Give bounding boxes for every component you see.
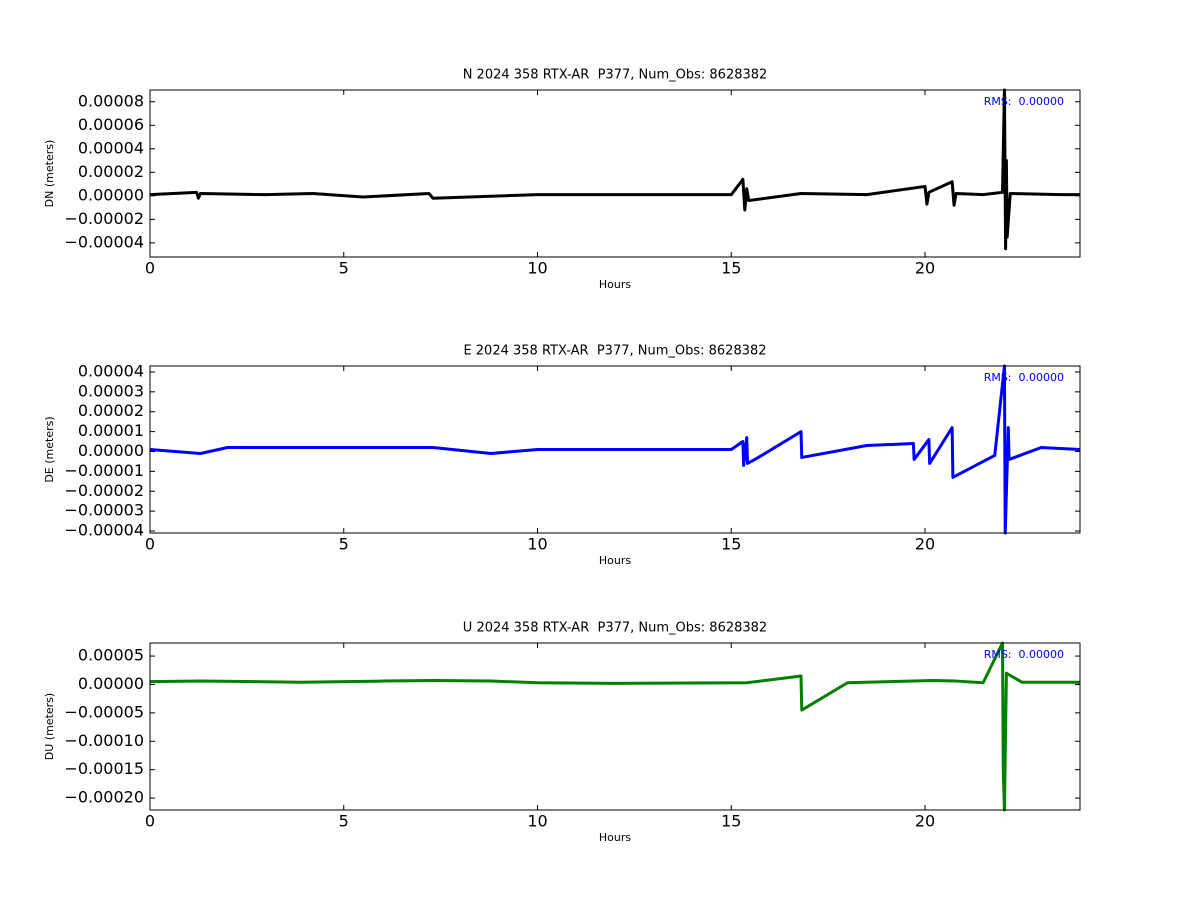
x-tick-label: 0 <box>145 812 155 831</box>
rms-annotation: RMS: 0.00000 <box>984 95 1064 108</box>
y-tick-label: 0.00004 <box>78 138 144 157</box>
y-tick-label: −0.00020 <box>64 788 144 807</box>
y-tick-label: 0.00004 <box>78 361 144 380</box>
x-tick-label: 5 <box>339 812 349 831</box>
x-tick-label: 20 <box>915 259 935 278</box>
y-tick-label: 0.00001 <box>78 421 144 440</box>
x-tick-label: 10 <box>527 259 547 278</box>
x-axis-label: Hours <box>599 278 631 291</box>
y-tick-label: 0.00005 <box>78 646 144 665</box>
y-tick-label: −0.00004 <box>64 232 144 251</box>
panel-title: E 2024 358 RTX-AR P377, Num_Obs: 8628382 <box>463 344 766 359</box>
panel-title: N 2024 358 RTX-AR P377, Num_Obs: 8628382 <box>463 68 768 83</box>
axes-frame <box>149 365 1081 534</box>
x-axis-label: Hours <box>599 831 631 844</box>
y-tick-label: 0.00003 <box>78 381 144 400</box>
x-tick-label: 15 <box>721 259 741 278</box>
data-line <box>149 641 1080 812</box>
rms-annotation: RMS: 0.00000 <box>984 648 1064 661</box>
y-axis-label: DU (meters) <box>43 693 56 760</box>
x-tick-label: 0 <box>145 535 155 554</box>
data-line <box>149 88 1080 251</box>
panel-title: U 2024 358 RTX-AR P377, Num_Obs: 8628382 <box>463 621 767 636</box>
y-tick-label: −0.00002 <box>64 209 144 228</box>
y-tick-label: 0.00008 <box>78 91 144 110</box>
y-axis-label: DN (meters) <box>43 140 56 208</box>
rms-annotation: RMS: 0.00000 <box>984 371 1064 384</box>
axes-frame <box>149 642 1081 811</box>
y-tick-label: −0.00004 <box>64 521 144 540</box>
x-tick-label: 15 <box>721 535 741 554</box>
y-tick-label: −0.00002 <box>64 481 144 500</box>
y-tick-label: −0.00005 <box>64 702 144 721</box>
y-tick-label: −0.00001 <box>64 461 144 480</box>
x-tick-label: 10 <box>527 535 547 554</box>
y-tick-label: 0.00006 <box>78 115 144 134</box>
y-tick-label: −0.00003 <box>64 501 144 520</box>
x-axis-label: Hours <box>599 554 631 567</box>
x-tick-label: 20 <box>915 812 935 831</box>
y-tick-label: 0.00000 <box>78 441 144 460</box>
y-tick-label: 0.00002 <box>78 401 144 420</box>
x-tick-label: 5 <box>339 535 349 554</box>
x-tick-label: 0 <box>145 259 155 278</box>
x-tick-label: 15 <box>721 812 741 831</box>
y-tick-label: 0.00000 <box>78 674 144 693</box>
y-tick-label: 0.00000 <box>78 185 144 204</box>
x-tick-label: 20 <box>915 535 935 554</box>
y-tick-label: −0.00010 <box>64 731 144 750</box>
y-tick-label: −0.00015 <box>64 759 144 778</box>
y-axis-label: DE (meters) <box>43 416 56 482</box>
x-tick-label: 10 <box>527 812 547 831</box>
x-tick-label: 5 <box>339 259 349 278</box>
y-tick-label: 0.00002 <box>78 162 144 181</box>
axes-frame <box>149 89 1081 258</box>
